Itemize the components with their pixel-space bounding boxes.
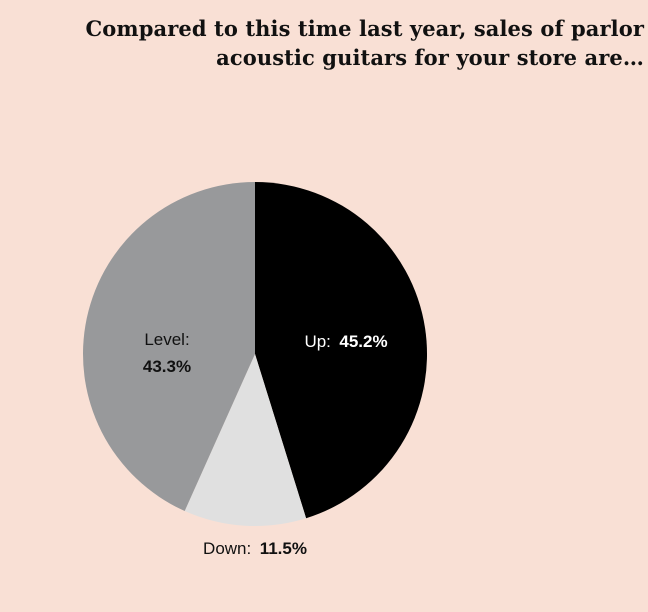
pie-slice-down	[184, 354, 307, 527]
slice-value-down: 11.5%	[260, 539, 307, 558]
chart-title: Compared to this time last year, sales o…	[40, 14, 644, 72]
pie-slice-up	[255, 182, 428, 519]
slice-label-up-line: Up: 45.2%	[304, 332, 387, 351]
slice-label-down: Down:	[203, 539, 251, 558]
chart-title-line-2: acoustic guitars for your store are…	[216, 45, 644, 70]
pie-slices	[83, 182, 428, 527]
slice-value-up: 45.2%	[339, 332, 387, 351]
slice-label-up: Up:	[304, 332, 330, 351]
slice-label-level: Level:	[144, 330, 189, 349]
slice-label-down-line: Down: 11.5%	[203, 539, 307, 558]
chart-title-line-1: Compared to this time last year, sales o…	[85, 16, 644, 41]
slice-value-level: 43.3%	[143, 357, 191, 376]
pie-slice-level	[83, 182, 255, 511]
